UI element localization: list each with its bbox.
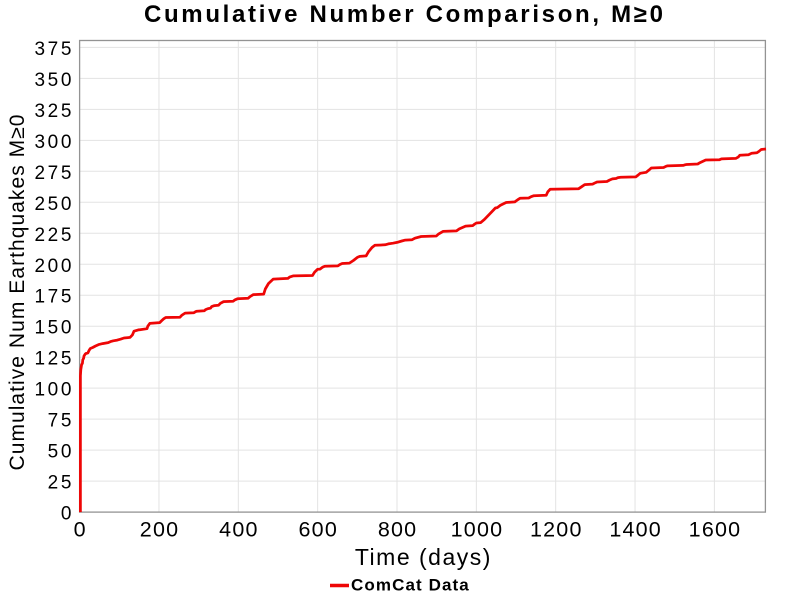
- svg-text:325: 325: [34, 101, 74, 122]
- svg-text:600: 600: [299, 517, 338, 541]
- svg-text:350: 350: [34, 70, 74, 91]
- svg-text:25: 25: [48, 473, 74, 494]
- svg-text:800: 800: [378, 517, 417, 541]
- svg-text:400: 400: [219, 517, 258, 541]
- svg-text:Time (days): Time (days): [355, 544, 492, 570]
- svg-text:0: 0: [61, 504, 74, 525]
- svg-text:100: 100: [34, 380, 74, 401]
- svg-text:ComCat Data: ComCat Data: [351, 576, 470, 595]
- svg-text:0: 0: [74, 517, 87, 541]
- svg-text:300: 300: [34, 132, 74, 153]
- svg-text:Cumulative Number Comparison,: Cumulative Number Comparison, M≥0: [144, 1, 666, 28]
- svg-text:200: 200: [140, 517, 179, 541]
- svg-text:200: 200: [34, 256, 74, 277]
- svg-text:275: 275: [34, 163, 74, 184]
- svg-text:175: 175: [34, 287, 74, 308]
- svg-text:75: 75: [48, 411, 74, 432]
- svg-text:Cumulative Num Earthquakes M≥0: Cumulative Num Earthquakes M≥0: [6, 114, 29, 471]
- svg-text:125: 125: [34, 349, 74, 370]
- svg-text:250: 250: [34, 194, 74, 215]
- svg-text:1200: 1200: [530, 517, 583, 541]
- svg-text:50: 50: [48, 442, 74, 463]
- svg-text:1000: 1000: [451, 517, 504, 541]
- svg-text:150: 150: [34, 318, 74, 339]
- svg-text:1400: 1400: [609, 517, 662, 541]
- svg-text:375: 375: [34, 39, 74, 60]
- svg-text:225: 225: [34, 225, 74, 246]
- svg-text:1600: 1600: [689, 517, 742, 541]
